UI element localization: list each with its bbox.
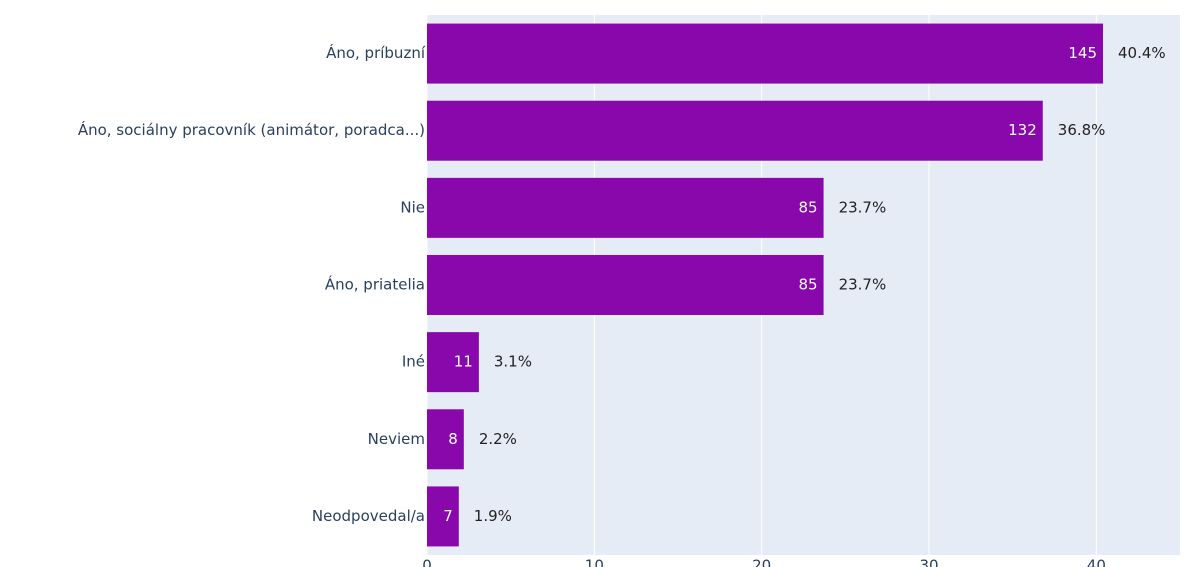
bar — [427, 409, 464, 470]
count-label: 85 — [798, 198, 817, 216]
value-label: 1.9% — [474, 507, 512, 525]
y-tick-label: Neodpovedal/a — [312, 507, 425, 525]
bar — [427, 332, 479, 393]
value-label: 23.7% — [839, 276, 887, 294]
x-tick-label: 20 — [752, 557, 771, 567]
y-tick-label: Áno, priatelia — [325, 275, 425, 294]
bar — [427, 255, 824, 315]
y-tick-label: Nie — [400, 198, 425, 216]
x-tick-label: 10 — [585, 557, 604, 567]
y-tick-label: Áno, sociálny pracovník (animátor, porad… — [78, 120, 425, 139]
bar — [427, 177, 824, 238]
value-label: 40.4% — [1118, 44, 1166, 62]
y-tick-label: Iné — [402, 353, 425, 371]
count-label: 85 — [798, 276, 817, 294]
x-tick-label: 40 — [1087, 557, 1106, 567]
count-label: 132 — [1008, 121, 1037, 139]
count-label: 8 — [448, 430, 458, 448]
bar — [427, 486, 459, 547]
value-label: 3.1% — [494, 353, 532, 371]
bar — [427, 100, 1043, 161]
y-tick-label: Neviem — [368, 430, 425, 448]
y-tick-label: Áno, príbuzní — [326, 43, 426, 62]
x-tick-label: 30 — [919, 557, 938, 567]
x-tick-label: 0 — [422, 557, 432, 567]
value-label: 36.8% — [1058, 121, 1106, 139]
count-label: 7 — [443, 507, 453, 525]
count-label: 11 — [454, 353, 473, 371]
count-label: 145 — [1068, 44, 1097, 62]
bar — [427, 23, 1104, 84]
value-label: 23.7% — [839, 198, 887, 216]
value-label: 2.2% — [479, 430, 517, 448]
